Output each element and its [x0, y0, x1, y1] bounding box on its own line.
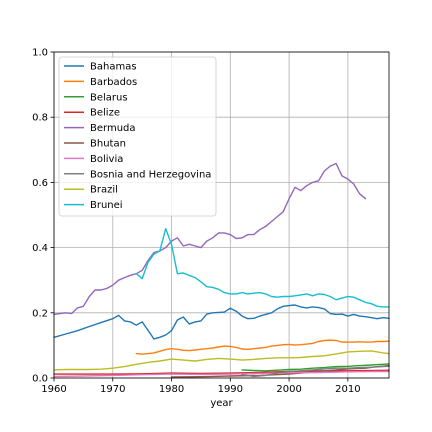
y-tick-label: 1.0 [32, 48, 48, 59]
x-tick-label: 2000 [276, 384, 301, 395]
series-line-bosnia-and-herzegovina [241, 365, 390, 378]
x-tick-label: 1960 [41, 384, 66, 395]
legend: Bahamas Barbados Belarus Belize Bermuda Bhuta… [58, 56, 217, 217]
legend-label: Barbados [90, 77, 137, 88]
legend-label: Bhutan [90, 139, 126, 150]
series-line-bermuda [53, 162, 367, 316]
series-line-brunei [135, 227, 390, 308]
plot-frame [53, 51, 390, 379]
y-tick-label: 0.4 [32, 243, 48, 254]
legend-label: Bolivia [90, 154, 123, 165]
series-line-barbados [135, 339, 390, 355]
series-lines [53, 162, 390, 378]
series-line-bahamas [53, 304, 390, 340]
legend-label: Belarus [90, 92, 128, 103]
legend-label: Belize [90, 108, 120, 119]
legend-label: Bosnia and Herzegovina [90, 169, 211, 180]
series-line-bolivia [53, 370, 390, 378]
x-tick-label: 1990 [218, 384, 243, 395]
series-line-belarus [241, 363, 390, 372]
legend-label: Brazil [90, 185, 118, 196]
y-tick-label: 0.0 [32, 374, 48, 385]
legend-label: Bahamas [90, 62, 137, 73]
y-tick-label: 0.8 [32, 113, 48, 124]
y-tick-label: 0.2 [32, 308, 48, 319]
series-line-brazil [53, 350, 390, 371]
y-tick-label: 0.6 [32, 178, 48, 189]
legend-label: Brunei [90, 200, 123, 211]
x-tick-label: 2010 [335, 384, 360, 395]
x-tick-label: 1970 [100, 384, 125, 395]
axis-ticks: 1960 1970 1980 1990 2000 2010 0.0 0.2 0.4 0.6 0.8 1… [32, 48, 360, 396]
series-line-belize [53, 369, 390, 375]
legend-label: Bermuda [90, 123, 136, 134]
x-axis-title: year [210, 398, 233, 409]
legend-box [58, 56, 217, 217]
x-tick-label: 1980 [159, 384, 184, 395]
